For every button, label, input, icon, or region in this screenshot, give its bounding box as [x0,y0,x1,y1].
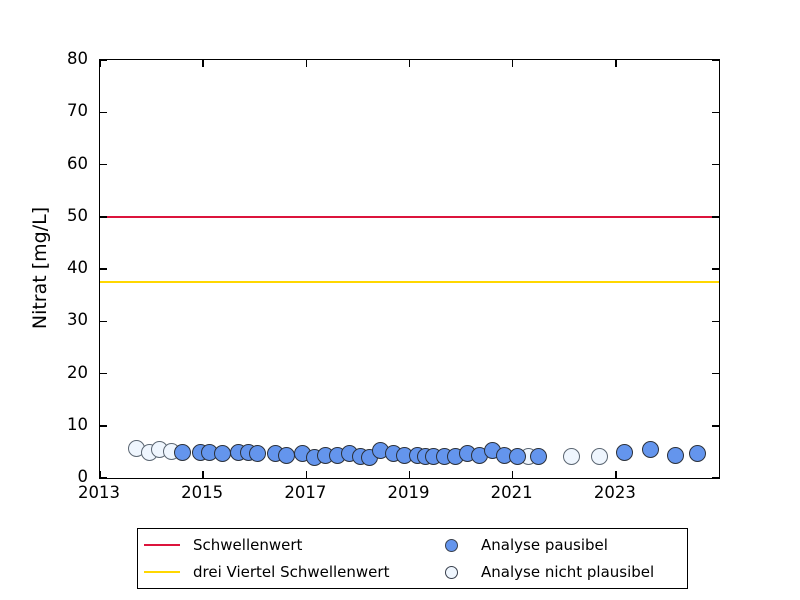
y-tick [100,477,107,479]
data-point-plausibel [249,445,267,463]
legend-label: Analyse nicht plausibel [481,562,655,581]
y-tick [712,372,719,375]
x-tick [99,471,101,478]
y-tick [712,425,719,427]
data-point-plausibel [529,447,547,465]
data-point-plausibel [666,446,684,464]
legend-item-analyse-nicht-plausibel: Analyse nicht plausibel [445,562,655,581]
open-circle-marker-icon [445,565,458,579]
legend: Schwellenwert Analyse pausibel drei Vier… [137,528,688,589]
data-point-plausibel [689,445,707,463]
data-point-plausibel [214,445,232,463]
y-tick [100,268,107,270]
x-tick-label: 2013 [78,483,120,502]
y-tick [100,425,107,427]
threshold-line [100,280,719,284]
x-tick [408,471,411,478]
x-tick [408,60,411,67]
y-tick [100,111,107,113]
y-tick-label: 80 [67,49,88,68]
legend-item-schwellenwert: Schwellenwert [138,535,445,554]
red-line-swatch [144,543,180,547]
threshold-line [100,215,719,218]
x-tick [202,60,204,67]
y-tick-label: 20 [67,362,88,382]
data-point-plausibel [278,446,296,464]
x-tick-label: 2015 [181,483,224,502]
y-tick [712,163,719,166]
y-tick [712,111,719,113]
legend-item-drei-viertel-schwellenwert: drei Viertel Schwellenwert [138,562,445,581]
x-tick [615,60,617,67]
y-tick-label: 0 [77,467,89,486]
y-tick [712,216,719,218]
legend-row: Schwellenwert Analyse pausibel [138,532,687,559]
data-point-plausibel [508,447,526,465]
x-tick [99,60,101,67]
legend-item-analyse-pausibel: Analyse pausibel [445,535,608,554]
x-tick [305,471,308,478]
x-tick-label: 2021 [490,483,533,502]
y-tick [712,268,719,270]
y-tick [100,59,107,61]
data-point-plausibel [173,444,191,462]
y-tick [100,163,107,166]
plot-area [99,59,720,479]
x-tick-label: 2019 [387,483,430,502]
x-tick [615,471,617,478]
data-point-nicht-plausibel [563,447,581,465]
y-tick [712,477,719,479]
legend-label: Analyse pausibel [481,535,608,554]
y-tick-label: 10 [67,414,88,434]
y-tick [100,372,107,375]
legend-row: drei Viertel Schwellenwert Analyse nicht… [138,559,687,586]
y-tick [712,320,719,322]
legend-label: Schwellenwert [193,535,303,554]
filled-circle-marker-icon [445,538,458,552]
y-tick-label: 70 [67,101,88,121]
y-tick-label: 50 [67,205,88,225]
legend-label: drei Viertel Schwellenwert [193,562,390,581]
y-tick-label: 30 [67,310,88,330]
x-tick [511,60,514,67]
data-point-nicht-plausibel [590,447,608,465]
y-tick [712,59,719,61]
x-tick-label: 2017 [284,483,327,502]
x-tick [305,60,308,67]
x-tick [202,471,204,478]
y-tick [100,216,107,218]
x-tick-label: 2023 [593,483,636,502]
x-tick [511,471,514,478]
yellow-line-swatch [144,570,180,574]
y-tick [100,320,107,322]
data-point-plausibel [615,444,633,462]
y-tick-label: 60 [67,153,88,173]
data-point-plausibel [642,441,660,459]
y-tick-label: 40 [67,258,88,277]
